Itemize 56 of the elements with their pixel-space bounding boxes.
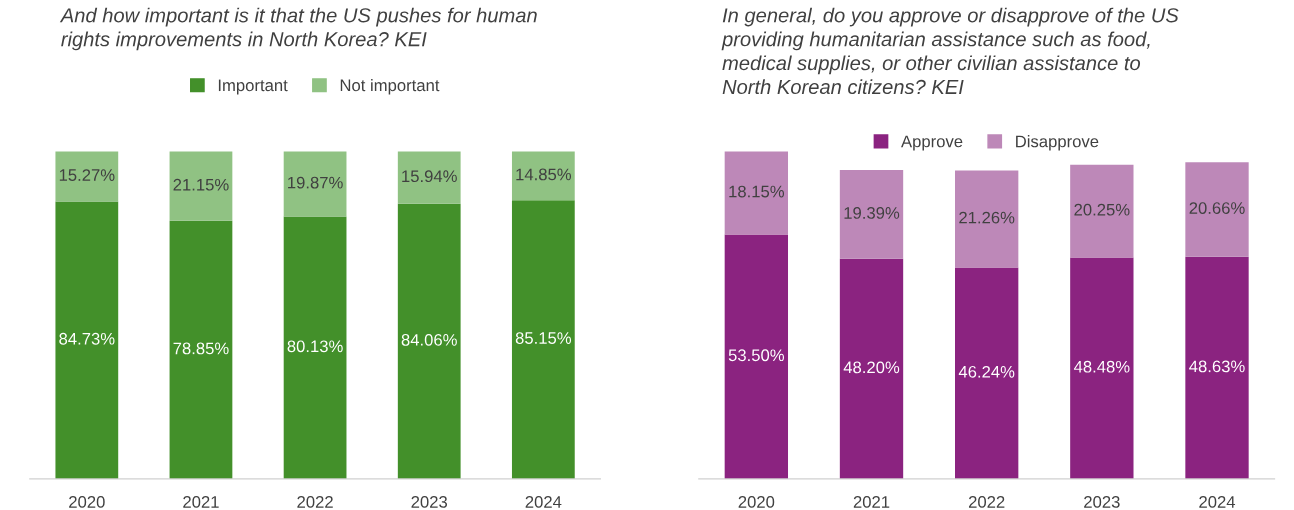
legend-label: Disapprove [1016, 135, 1099, 151]
x-tick-label: 2021 [183, 496, 219, 508]
bar [839, 170, 904, 259]
bar [1185, 162, 1249, 257]
bar [955, 170, 1019, 268]
bar [1070, 164, 1134, 258]
data-label: 21.26% [959, 211, 1015, 224]
data-label: 21.15% [173, 178, 229, 191]
data-label: 20.66% [1189, 202, 1245, 214]
data-label: 46.24% [958, 365, 1015, 378]
bar [839, 258, 904, 479]
x-tick-label: 2020 [69, 496, 105, 508]
x-tick-label: 2022 [297, 496, 333, 508]
bar [397, 151, 461, 204]
bar [397, 203, 461, 479]
data-label: 84.73% [59, 332, 115, 345]
bar [283, 151, 347, 217]
data-label: 14.85% [516, 168, 572, 181]
bar [55, 201, 119, 479]
legend-label: Approve [901, 135, 963, 151]
bar [169, 220, 233, 479]
bar [724, 234, 789, 479]
data-label: 78.85% [173, 342, 229, 355]
data-label: 84.06% [401, 333, 457, 346]
data-label: 15.94% [402, 170, 457, 183]
x-tick-label: 2023 [411, 496, 448, 508]
x-tick-label: 2020 [738, 496, 775, 508]
x-tick-label: 2024 [1199, 496, 1236, 508]
data-label: 19.87% [288, 176, 343, 189]
chart-title: And how important is it that the US pushes for human rights improvements in North Korea? KEI [59, 7, 537, 51]
bar [511, 200, 575, 479]
x-tick-label: 2021 [853, 496, 890, 508]
bar [283, 216, 347, 479]
bar [1070, 257, 1134, 479]
legend-label: Important [218, 79, 288, 95]
data-label: 15.27% [59, 169, 115, 181]
legend-label: Not important [340, 78, 440, 95]
data-label: 85.15% [515, 332, 572, 344]
chart-title: In general, do you approve or disapprove of the US providing humanitarian assistance such as food, medical supplies, or other civilian assistance to North Korean citizens? KEI [721, 7, 1179, 95]
data-label: 18.15% [729, 185, 785, 198]
bar [724, 151, 789, 235]
bar [55, 151, 119, 202]
bar [955, 267, 1019, 479]
x-tick-label: 2023 [1084, 496, 1120, 508]
data-label: 19.39% [844, 207, 900, 219]
data-label: 20.25% [1074, 203, 1130, 216]
x-tick-label: 2024 [525, 496, 562, 508]
data-label: 48.63% [1189, 360, 1245, 373]
bar [511, 151, 575, 201]
x-tick-label: 2022 [968, 496, 1005, 508]
bar [1185, 256, 1249, 479]
data-label: 48.48% [1073, 360, 1130, 373]
data-label: 53.50% [728, 349, 785, 362]
bar [169, 151, 233, 221]
data-label: 48.20% [843, 361, 900, 374]
data-label: 80.13% [287, 340, 343, 353]
